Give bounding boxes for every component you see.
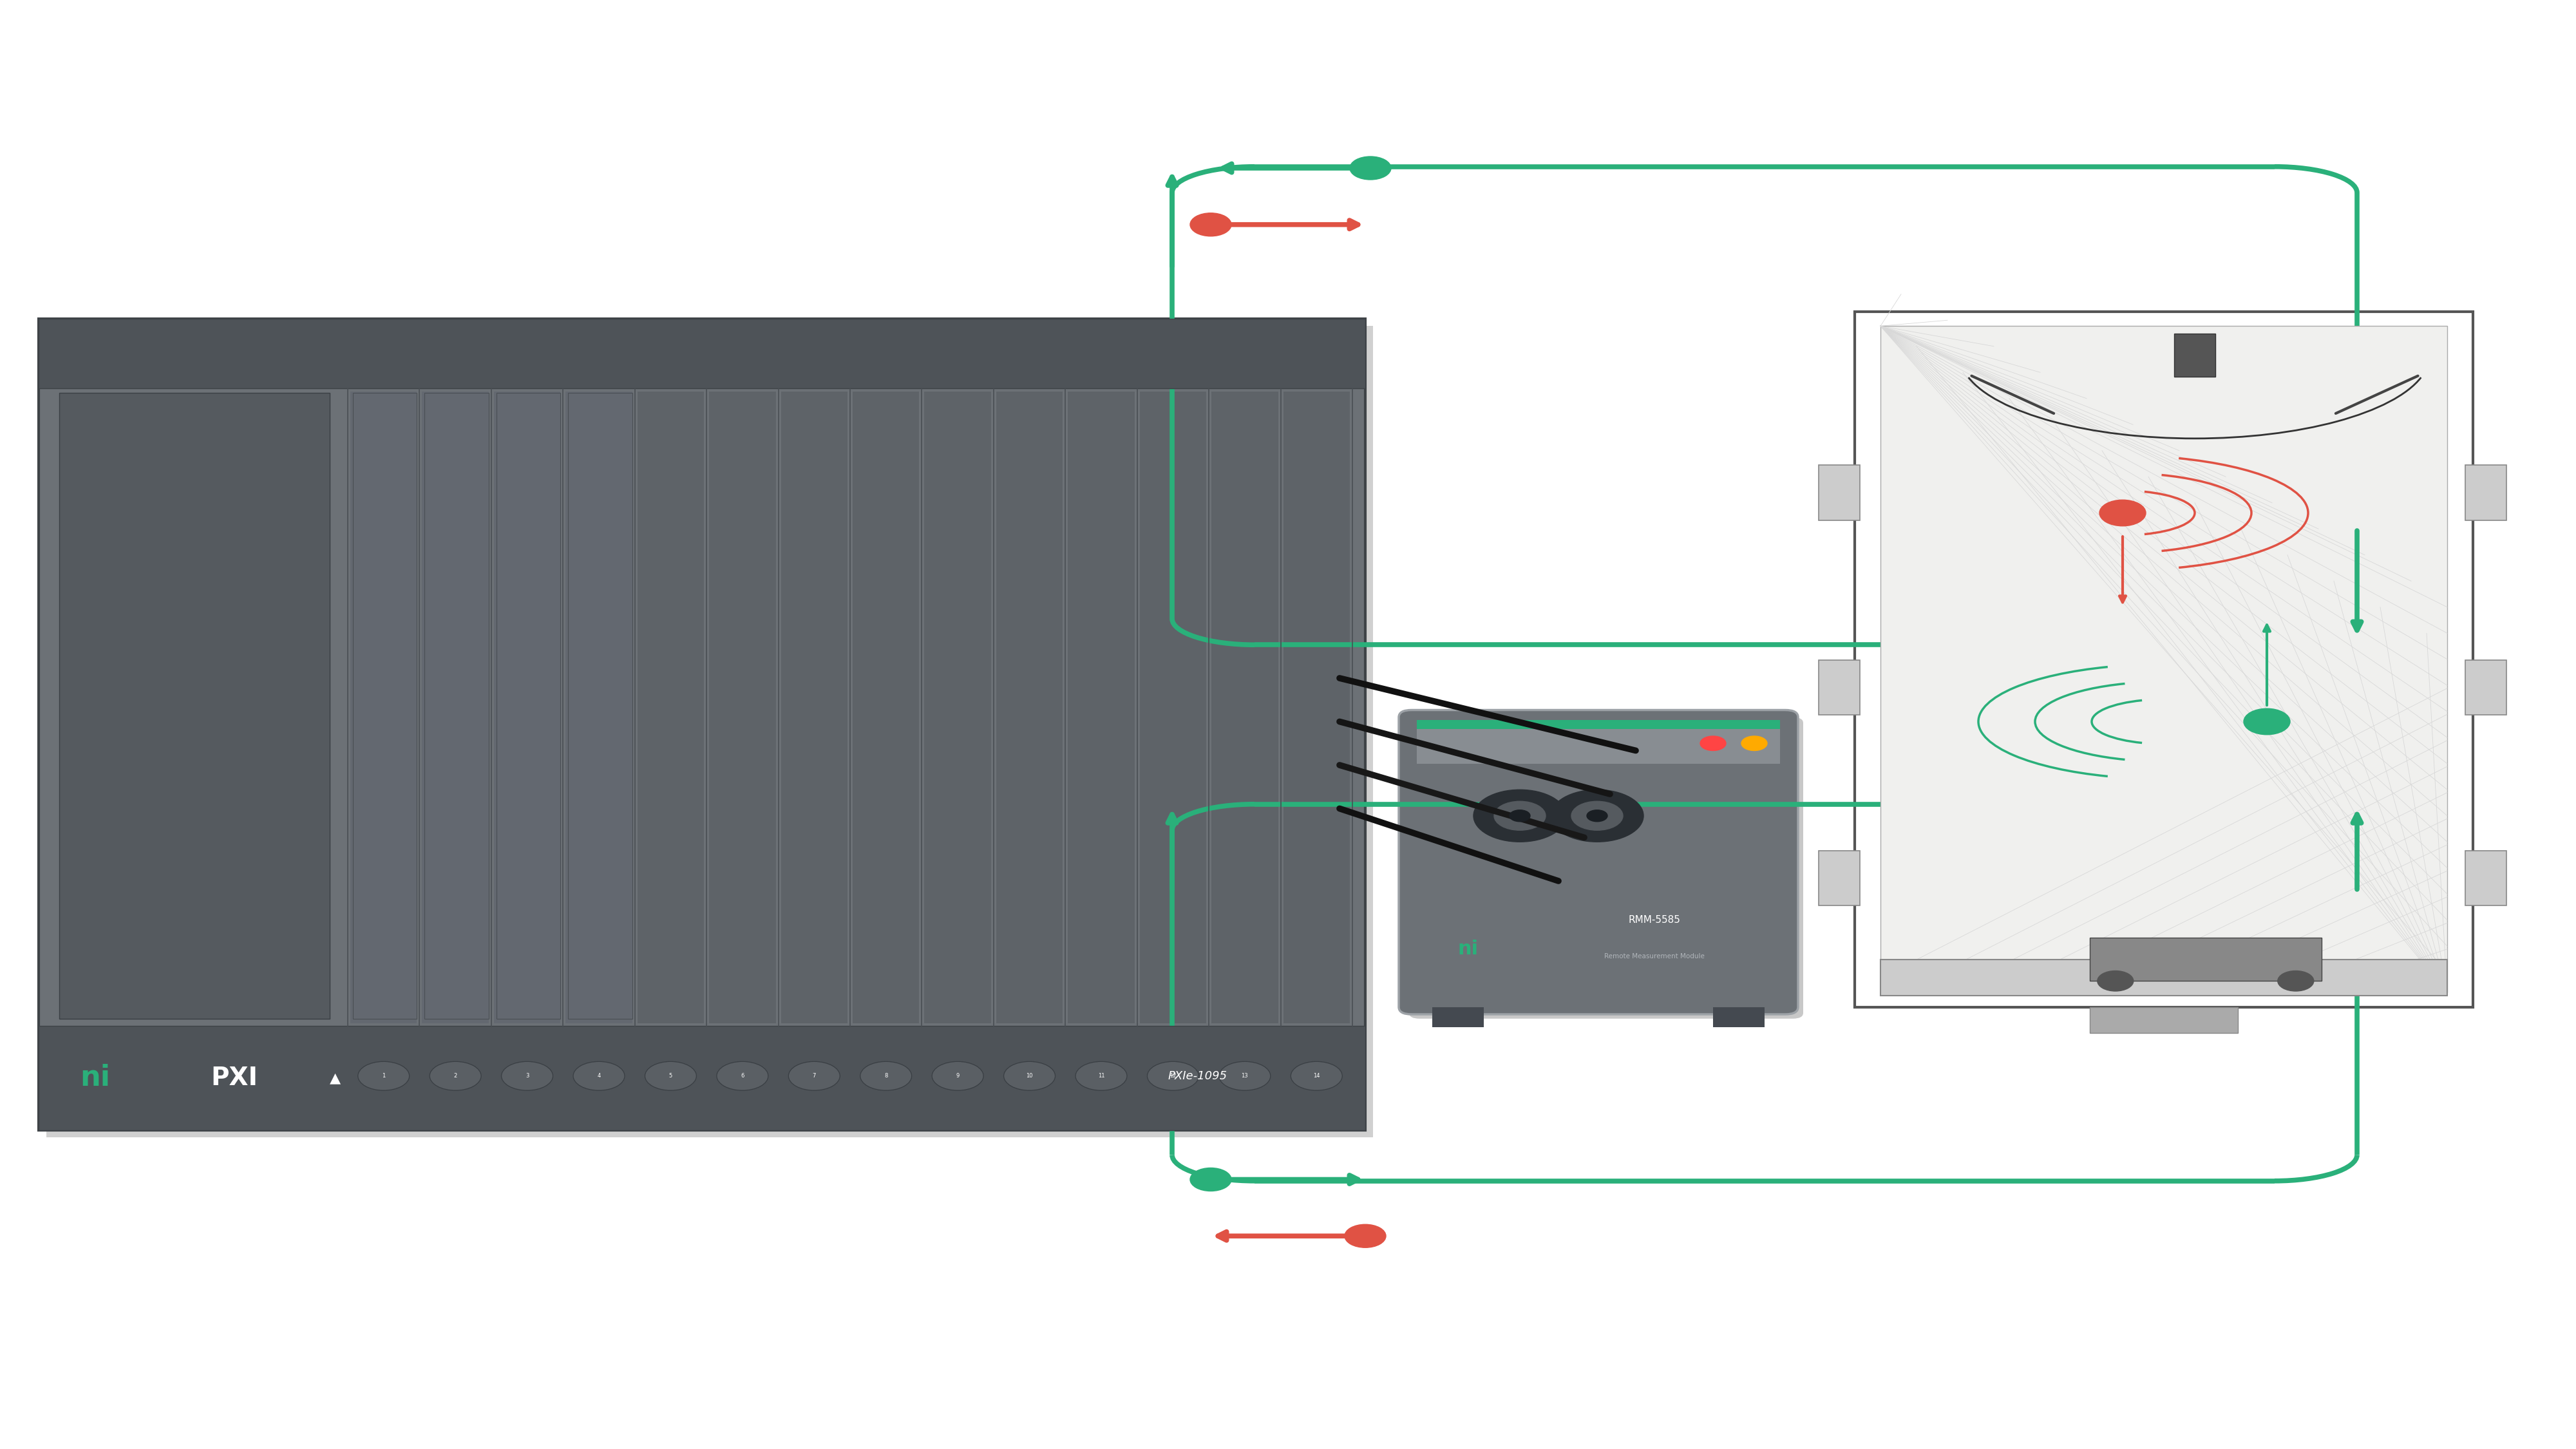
Circle shape bbox=[1350, 156, 1391, 180]
FancyBboxPatch shape bbox=[1880, 326, 2447, 993]
Text: ni: ni bbox=[1458, 940, 1479, 958]
FancyBboxPatch shape bbox=[997, 391, 1064, 1023]
FancyBboxPatch shape bbox=[1399, 710, 1798, 1014]
FancyBboxPatch shape bbox=[925, 391, 992, 1023]
Text: ▲: ▲ bbox=[330, 1072, 340, 1084]
Circle shape bbox=[1700, 736, 1726, 751]
FancyBboxPatch shape bbox=[2174, 333, 2215, 377]
Circle shape bbox=[572, 1062, 623, 1091]
Text: 7: 7 bbox=[811, 1074, 817, 1080]
FancyBboxPatch shape bbox=[1417, 723, 1780, 764]
FancyBboxPatch shape bbox=[1211, 391, 1278, 1023]
FancyBboxPatch shape bbox=[1880, 959, 2447, 995]
Text: RMM-5585: RMM-5585 bbox=[1628, 916, 1680, 924]
FancyBboxPatch shape bbox=[425, 393, 489, 1019]
Text: 1: 1 bbox=[381, 1074, 386, 1080]
FancyBboxPatch shape bbox=[1855, 312, 2473, 1007]
FancyBboxPatch shape bbox=[353, 393, 417, 1019]
Circle shape bbox=[358, 1062, 410, 1091]
FancyBboxPatch shape bbox=[1432, 1007, 1484, 1027]
Text: PXI: PXI bbox=[211, 1066, 258, 1090]
Circle shape bbox=[716, 1062, 768, 1091]
Circle shape bbox=[2099, 500, 2146, 526]
FancyBboxPatch shape bbox=[59, 393, 330, 1019]
Text: PXIe-1095: PXIe-1095 bbox=[1167, 1071, 1229, 1082]
Circle shape bbox=[933, 1062, 984, 1091]
Text: 2: 2 bbox=[453, 1074, 456, 1080]
Circle shape bbox=[502, 1062, 554, 1091]
Circle shape bbox=[1571, 801, 1623, 830]
Circle shape bbox=[1587, 810, 1607, 822]
Text: 14: 14 bbox=[1314, 1074, 1319, 1080]
FancyBboxPatch shape bbox=[708, 391, 775, 1023]
Text: 9: 9 bbox=[956, 1074, 958, 1080]
FancyBboxPatch shape bbox=[2465, 465, 2506, 520]
FancyBboxPatch shape bbox=[497, 393, 562, 1019]
Circle shape bbox=[860, 1062, 912, 1091]
Circle shape bbox=[788, 1062, 840, 1091]
FancyBboxPatch shape bbox=[422, 391, 489, 1023]
Text: 11: 11 bbox=[1097, 1074, 1105, 1080]
Circle shape bbox=[2097, 971, 2133, 991]
FancyBboxPatch shape bbox=[1417, 720, 1780, 729]
FancyBboxPatch shape bbox=[1139, 391, 1206, 1023]
FancyBboxPatch shape bbox=[1819, 659, 1860, 714]
Circle shape bbox=[1005, 1062, 1056, 1091]
Circle shape bbox=[1551, 790, 1643, 842]
Circle shape bbox=[1077, 1062, 1128, 1091]
FancyBboxPatch shape bbox=[636, 391, 703, 1023]
FancyBboxPatch shape bbox=[46, 326, 1373, 1137]
FancyBboxPatch shape bbox=[1069, 391, 1133, 1023]
Circle shape bbox=[1510, 810, 1530, 822]
Circle shape bbox=[1741, 736, 1767, 751]
Circle shape bbox=[1494, 801, 1546, 830]
Circle shape bbox=[1345, 1224, 1386, 1248]
Circle shape bbox=[1473, 790, 1566, 842]
FancyBboxPatch shape bbox=[1409, 717, 1803, 1019]
FancyBboxPatch shape bbox=[1819, 851, 1860, 906]
FancyBboxPatch shape bbox=[495, 391, 562, 1023]
Text: 3: 3 bbox=[526, 1074, 528, 1080]
Circle shape bbox=[1190, 1168, 1231, 1191]
Circle shape bbox=[1291, 1062, 1342, 1091]
Text: 12: 12 bbox=[1170, 1074, 1177, 1080]
Circle shape bbox=[644, 1062, 696, 1091]
FancyBboxPatch shape bbox=[2465, 659, 2506, 714]
FancyBboxPatch shape bbox=[39, 319, 1365, 388]
Circle shape bbox=[2244, 709, 2290, 735]
Text: 10: 10 bbox=[1025, 1074, 1033, 1080]
FancyBboxPatch shape bbox=[2089, 938, 2321, 981]
Circle shape bbox=[1190, 213, 1231, 236]
FancyBboxPatch shape bbox=[853, 391, 920, 1023]
Circle shape bbox=[2277, 971, 2313, 991]
FancyBboxPatch shape bbox=[1819, 465, 1860, 520]
FancyBboxPatch shape bbox=[569, 393, 631, 1019]
Text: 5: 5 bbox=[670, 1074, 672, 1080]
Text: 8: 8 bbox=[884, 1074, 889, 1080]
Text: 13: 13 bbox=[1242, 1074, 1249, 1080]
Circle shape bbox=[1218, 1062, 1270, 1091]
FancyBboxPatch shape bbox=[1713, 1007, 1765, 1027]
Text: 6: 6 bbox=[742, 1074, 744, 1080]
Circle shape bbox=[1146, 1062, 1198, 1091]
Text: Remote Measurement Module: Remote Measurement Module bbox=[1605, 953, 1705, 959]
FancyBboxPatch shape bbox=[2089, 1007, 2239, 1033]
Text: 4: 4 bbox=[598, 1074, 600, 1080]
FancyBboxPatch shape bbox=[39, 319, 1365, 1130]
FancyBboxPatch shape bbox=[567, 391, 631, 1023]
FancyBboxPatch shape bbox=[1283, 391, 1350, 1023]
FancyBboxPatch shape bbox=[781, 391, 848, 1023]
FancyBboxPatch shape bbox=[350, 391, 417, 1023]
FancyBboxPatch shape bbox=[39, 1026, 1365, 1130]
Circle shape bbox=[430, 1062, 482, 1091]
Text: ni: ni bbox=[80, 1064, 111, 1093]
FancyBboxPatch shape bbox=[2465, 851, 2506, 906]
